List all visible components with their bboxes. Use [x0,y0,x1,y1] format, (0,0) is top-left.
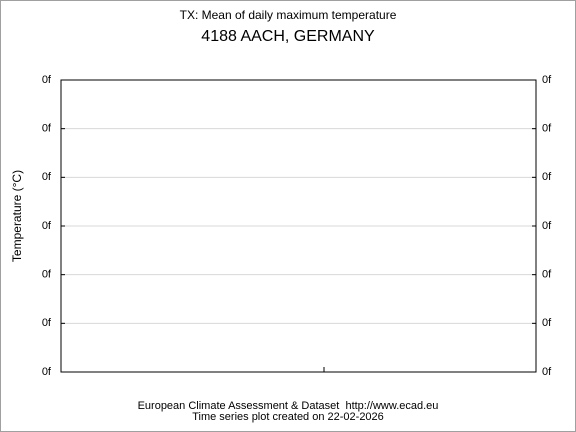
y-tick-label-right: 0f [542,123,552,135]
y-tick-label-right: 0f [542,220,552,232]
y-tick-label-right: 0f [542,366,552,378]
y-tick-label: 0f [42,317,52,329]
y-tick-label-right: 0f [542,171,552,183]
y-tick-label-right: 0f [542,317,552,329]
y-tick-label-right: 0f [542,74,552,86]
chart-subtitle: 4188 AACH, GERMANY [201,28,375,45]
y-tick-label: 0f [42,269,52,281]
chart-title: TX: Mean of daily maximum temperature [180,8,397,22]
grid [61,128,536,324]
y-tick-label: 0f [42,123,52,135]
y-tick-label: 0f [42,366,52,378]
y-axis-label: Temperature (°C) [10,170,24,262]
y-tick-label: 0f [42,74,52,86]
y-tick-label-right: 0f [542,269,552,281]
footer-line: European Climate Assessment & Dataset ht… [138,400,439,412]
y-tick-label: 0f [42,171,52,183]
y-tick-label: 0f [42,220,52,232]
footer-line: Time series plot created on 22-02-2026 [192,411,384,423]
